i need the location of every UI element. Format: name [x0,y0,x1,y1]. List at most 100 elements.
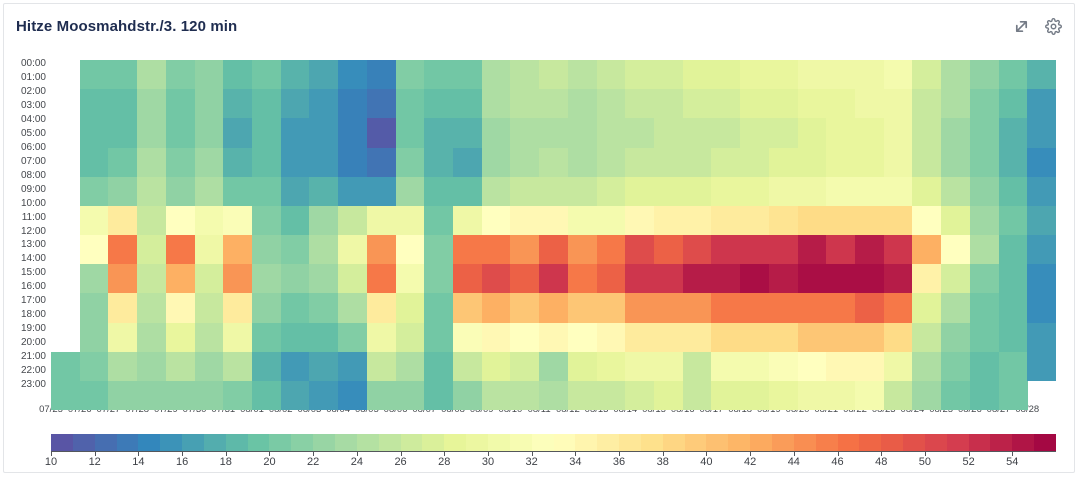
heatmap-cell[interactable] [682,293,712,323]
heatmap-cell[interactable] [969,118,1000,148]
heatmap-cell[interactable] [338,118,368,148]
heatmap-cell[interactable] [366,351,397,382]
heatmap-cell[interactable] [941,351,971,382]
heatmap-cell[interactable] [79,380,109,411]
heatmap-cell[interactable] [826,118,856,148]
heatmap-cell[interactable] [682,205,712,236]
heatmap-cell[interactable] [539,235,569,265]
heatmap-cell[interactable] [654,118,684,148]
heatmap-cell[interactable] [912,147,942,178]
heatmap-cell[interactable] [395,205,425,236]
heatmap-cell[interactable] [252,235,282,265]
heatmap-cell[interactable] [338,322,368,353]
heatmap-cell[interactable] [567,118,598,148]
heatmap-cell[interactable] [79,60,109,90]
heatmap-cell[interactable] [539,322,569,353]
heatmap-cell[interactable] [969,322,1000,353]
heatmap-cell[interactable] [855,322,885,353]
heatmap-cell[interactable] [395,351,425,382]
heatmap-cell[interactable] [453,264,483,294]
heatmap-cell[interactable] [338,380,368,411]
heatmap-cell[interactable] [309,147,339,178]
heatmap-cell[interactable] [539,176,569,207]
heatmap-cell[interactable] [711,147,741,178]
heatmap-cell[interactable] [855,264,885,294]
heatmap-cell[interactable] [108,205,138,236]
heatmap-cell[interactable] [625,380,655,411]
heatmap-cell[interactable] [194,264,224,294]
heatmap-cell[interactable] [453,205,483,236]
heatmap-cell[interactable] [366,235,397,265]
heatmap-cell[interactable] [79,264,109,294]
heatmap-cell[interactable] [194,380,224,411]
heatmap-cell[interactable] [165,322,196,353]
heatmap-cell[interactable] [711,322,741,353]
heatmap-cell[interactable] [395,60,425,90]
heatmap-cell[interactable] [453,147,483,178]
heatmap-cell[interactable] [366,293,397,323]
heatmap-cell[interactable] [625,147,655,178]
heatmap-cell[interactable] [194,235,224,265]
heatmap-cell[interactable] [194,89,224,119]
heatmap-cell[interactable] [912,264,942,294]
heatmap-cell[interactable] [625,176,655,207]
heatmap-cell[interactable] [969,176,1000,207]
heatmap-cell[interactable] [740,380,770,411]
heatmap-cell[interactable] [855,351,885,382]
heatmap-cell[interactable] [797,60,827,90]
heatmap-cell[interactable] [768,322,799,353]
heatmap-cell[interactable] [223,322,253,353]
heatmap-cell[interactable] [941,264,971,294]
heatmap-cell[interactable] [855,380,885,411]
heatmap-cell[interactable] [797,205,827,236]
heatmap-cell[interactable] [539,205,569,236]
heatmap-cell[interactable] [596,118,626,148]
heatmap-cell[interactable] [453,380,483,411]
heatmap-cell[interactable] [194,322,224,353]
heatmap-cell[interactable] [366,176,397,207]
heatmap-cell[interactable] [855,205,885,236]
heatmap-cell[interactable] [481,60,511,90]
heatmap-cell[interactable] [855,89,885,119]
heatmap-cell[interactable] [654,322,684,353]
heatmap-cell[interactable] [338,89,368,119]
heatmap-cell[interactable] [1027,235,1057,265]
heatmap-cell[interactable] [108,147,138,178]
heatmap-cell[interactable] [1027,147,1057,178]
heatmap-cell[interactable] [108,118,138,148]
heatmap-cell[interactable] [338,351,368,382]
heatmap-cell[interactable] [280,60,310,90]
heatmap-cell[interactable] [252,89,282,119]
heatmap-cell[interactable] [309,118,339,148]
heatmap-cell[interactable] [510,235,540,265]
heatmap-cell[interactable] [453,118,483,148]
heatmap-cell[interactable] [51,351,81,382]
heatmap-cell[interactable] [567,205,598,236]
heatmap-cell[interactable] [682,351,712,382]
heatmap-cell[interactable] [137,147,167,178]
heatmap-cell[interactable] [510,89,540,119]
expand-icon[interactable] [1013,18,1030,35]
heatmap-cell[interactable] [108,176,138,207]
heatmap-cell[interactable] [826,322,856,353]
heatmap-cell[interactable] [654,351,684,382]
heatmap-cell[interactable] [481,264,511,294]
heatmap-cell[interactable] [539,380,569,411]
heatmap-cell[interactable] [366,322,397,353]
heatmap-cell[interactable] [165,89,196,119]
heatmap-cell[interactable] [596,205,626,236]
heatmap-cell[interactable] [252,118,282,148]
heatmap-cell[interactable] [682,118,712,148]
heatmap-cell[interactable] [137,264,167,294]
heatmap-cell[interactable] [194,147,224,178]
heatmap-cell[interactable] [883,118,913,148]
heatmap-cell[interactable] [883,293,913,323]
heatmap-cell[interactable] [1027,89,1057,119]
heatmap-cell[interactable] [338,235,368,265]
heatmap-cell[interactable] [481,176,511,207]
heatmap-cell[interactable] [165,235,196,265]
heatmap-cell[interactable] [912,322,942,353]
heatmap-cell[interactable] [1027,176,1057,207]
heatmap-cell[interactable] [165,176,196,207]
heatmap-cell[interactable] [481,205,511,236]
